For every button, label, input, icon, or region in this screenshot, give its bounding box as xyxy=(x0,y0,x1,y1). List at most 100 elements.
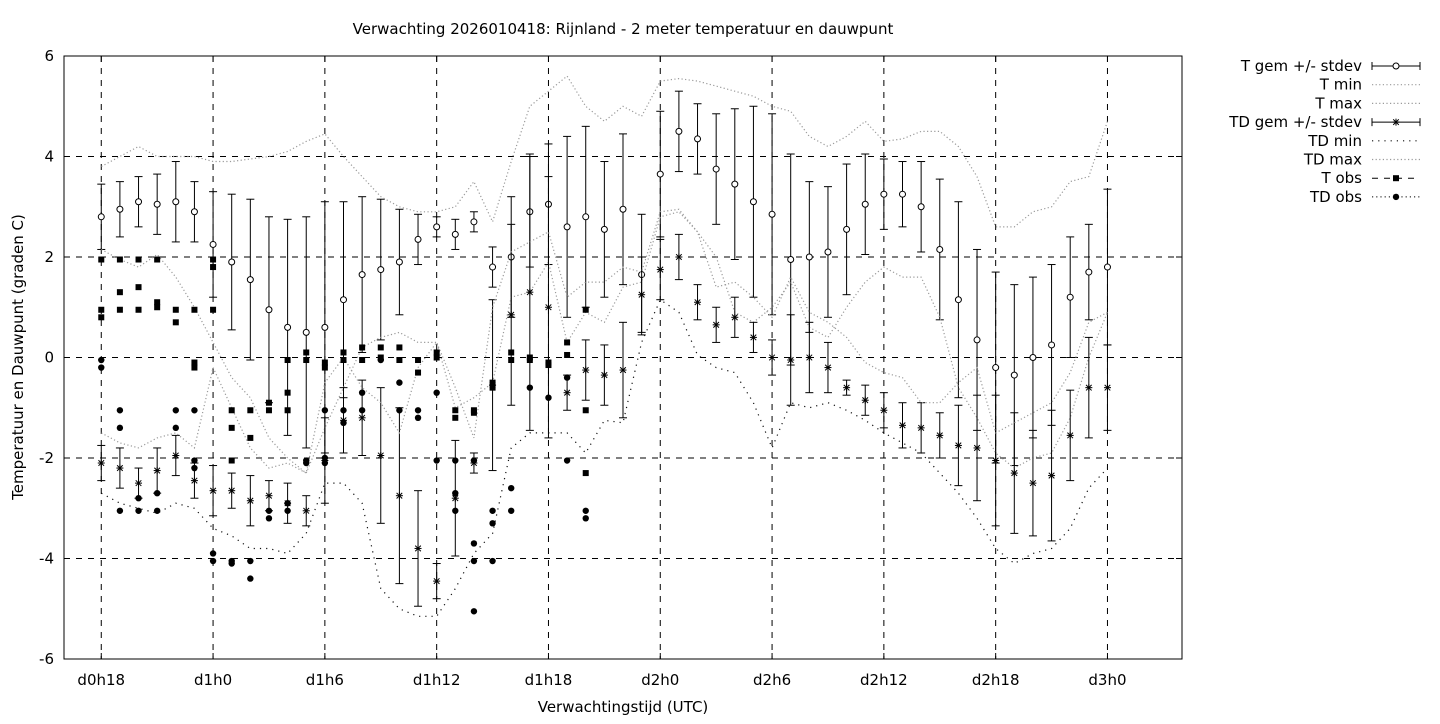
star-stroke xyxy=(806,354,813,361)
errorbar-mark xyxy=(395,407,404,585)
star-stroke xyxy=(433,577,440,585)
errorbar-mark xyxy=(749,105,758,298)
star-stroke xyxy=(582,366,589,374)
obs-point xyxy=(470,608,478,615)
errorbar-mark xyxy=(768,113,777,316)
obs-point xyxy=(377,344,384,351)
series-7 xyxy=(98,356,589,615)
obs-point xyxy=(321,359,328,366)
mean-point xyxy=(433,577,441,585)
mean-point xyxy=(619,366,627,374)
obs-point xyxy=(135,306,142,313)
mean-point xyxy=(861,396,869,404)
star-stroke xyxy=(1085,384,1092,391)
obs-point xyxy=(209,557,217,565)
star-stroke xyxy=(265,492,273,499)
star-stroke xyxy=(713,321,720,328)
y-axis-label: Temperatuur en Dauwpunt (graden C) xyxy=(9,214,27,501)
obs-point xyxy=(396,407,403,414)
star-stroke xyxy=(750,334,757,341)
obs-point xyxy=(340,407,347,414)
mean-point xyxy=(507,311,515,319)
errorbar-mark xyxy=(525,153,534,431)
obs-point xyxy=(433,349,440,356)
obs-point xyxy=(545,394,552,401)
obs-point xyxy=(452,489,459,497)
legend-label: T max xyxy=(1314,94,1362,112)
errorbar-mark xyxy=(823,341,832,394)
star-stroke xyxy=(973,444,981,452)
star-stroke xyxy=(862,397,869,404)
obs-point xyxy=(359,357,366,364)
obs-point xyxy=(247,434,254,441)
obs-point xyxy=(247,407,254,414)
mean-point xyxy=(582,213,590,221)
errorbar-mark xyxy=(898,402,907,449)
mean-point xyxy=(340,296,347,304)
legend-label: TD gem +/- stdev xyxy=(1228,113,1362,131)
obs-point xyxy=(172,407,179,414)
mean-point xyxy=(768,354,776,361)
obs-point xyxy=(135,495,142,502)
obs-point xyxy=(228,457,235,464)
obs-point xyxy=(582,306,589,313)
errorbar-mark xyxy=(227,193,236,331)
mean-point xyxy=(880,406,888,414)
errorbar-mark xyxy=(991,394,1000,527)
obs-point xyxy=(340,419,347,427)
mean-point xyxy=(1066,293,1074,301)
errorbar-mark xyxy=(1028,429,1037,537)
y-tick-label: 0 xyxy=(44,349,54,367)
mean-point xyxy=(284,323,292,331)
errorbar-mark xyxy=(712,306,721,343)
errorbar-mark xyxy=(842,163,851,296)
errorbar-mark xyxy=(97,183,106,250)
errorbar-mark xyxy=(879,158,888,230)
mean-point xyxy=(992,457,1000,465)
legend-marker xyxy=(1392,193,1400,201)
mean-point xyxy=(190,208,198,216)
mean-point xyxy=(973,444,981,452)
obs-point xyxy=(191,464,198,472)
series-line xyxy=(101,211,1109,475)
obs-point xyxy=(153,507,161,514)
star-stroke xyxy=(191,477,198,484)
obs-point xyxy=(321,454,329,462)
errorbar-mark xyxy=(209,191,218,298)
star-stroke xyxy=(638,291,645,298)
errorbar-mark xyxy=(283,218,292,436)
star-stroke xyxy=(98,459,105,467)
obs-point xyxy=(284,407,291,414)
errorbar-mark xyxy=(302,495,311,527)
obs-point xyxy=(452,414,459,421)
mean-point xyxy=(843,225,851,233)
errorbar-mark xyxy=(823,186,832,318)
series-line xyxy=(101,208,1108,475)
obs-point xyxy=(433,389,440,396)
mean-point xyxy=(190,477,198,485)
errorbar-mark xyxy=(451,218,460,250)
mean-point xyxy=(824,248,832,256)
mean-point xyxy=(805,253,813,261)
star-stroke xyxy=(1104,384,1111,391)
star-stroke xyxy=(563,389,571,396)
mean-point xyxy=(787,356,795,364)
mean-point xyxy=(1029,354,1037,361)
errorbar-mark xyxy=(786,314,795,406)
errorbar-mark xyxy=(935,178,944,321)
errorbar-mark xyxy=(1066,236,1075,358)
star-stroke xyxy=(1029,479,1037,487)
obs-point xyxy=(414,407,422,414)
errorbar-mark xyxy=(153,173,162,235)
errorbar-mark xyxy=(134,467,143,499)
x-axis-label: Verwachtingstijd (UTC) xyxy=(538,698,709,716)
obs-point xyxy=(154,256,161,263)
mean-point xyxy=(749,198,757,206)
star-stroke xyxy=(377,452,384,459)
star-stroke xyxy=(414,545,422,552)
obs-point xyxy=(415,357,422,364)
star-stroke xyxy=(917,424,925,432)
mean-point xyxy=(451,494,459,502)
obs-point xyxy=(98,306,105,313)
